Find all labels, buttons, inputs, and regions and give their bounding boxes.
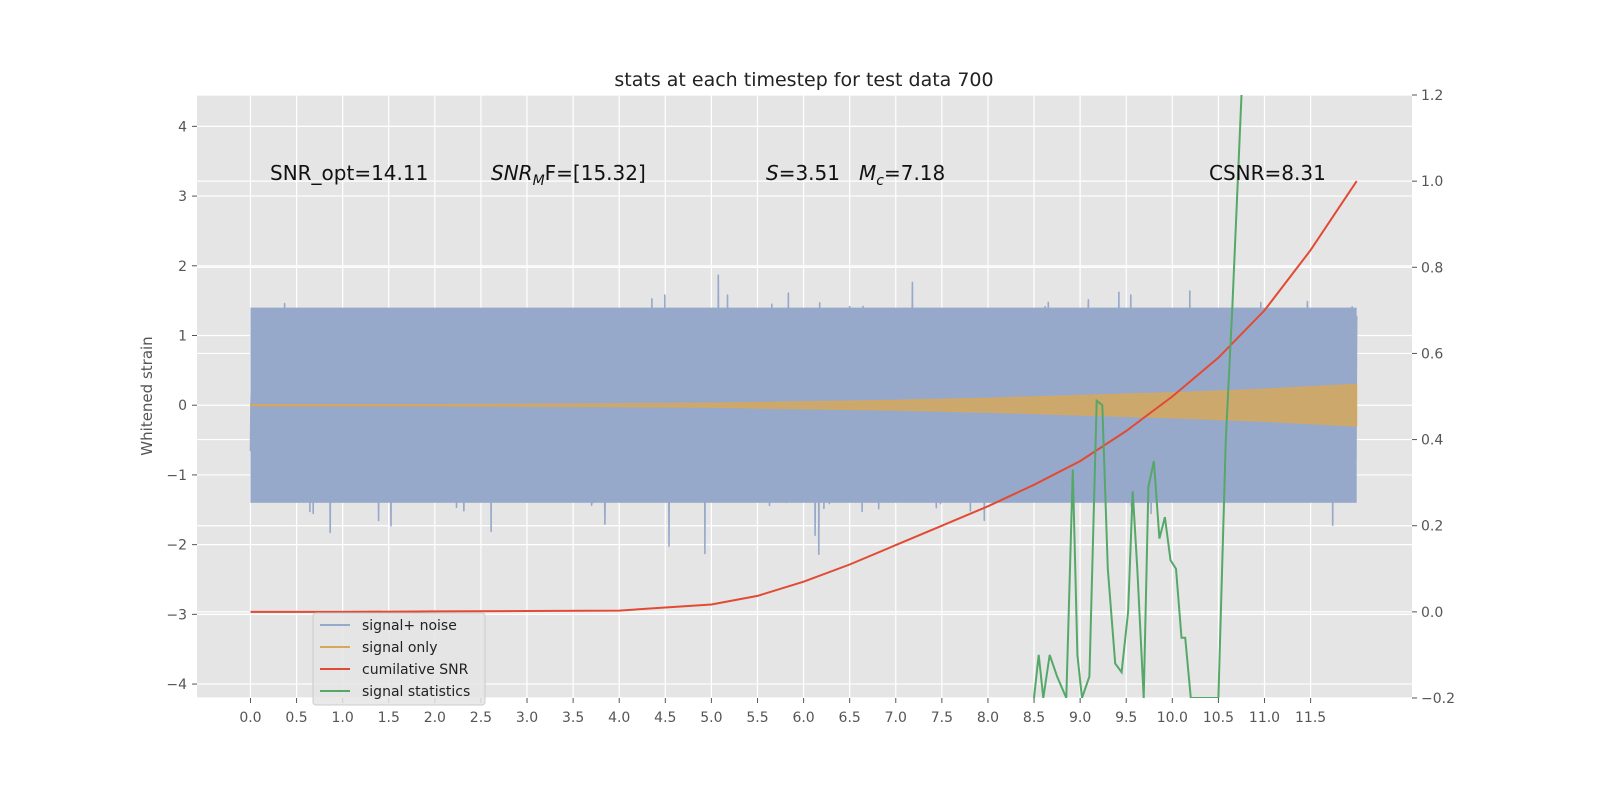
x-tick-label: 3.5 bbox=[562, 710, 584, 726]
annotation-snr-mf: SNRMF=[15.32] bbox=[491, 161, 646, 189]
annotation-s: S=3.51 bbox=[766, 161, 840, 185]
y-tick-label: −1 bbox=[166, 468, 187, 484]
annotation-s-symbol: S bbox=[766, 161, 779, 185]
x-tick-label: 6.0 bbox=[792, 710, 814, 726]
annotation-mc: Mc=7.18 bbox=[859, 161, 945, 189]
signal-statistics-series bbox=[1033, 95, 1243, 698]
legend-label-signal-only: signal only bbox=[362, 640, 437, 656]
x-tick-label: 0.5 bbox=[285, 710, 307, 726]
x-tick-label: 1.0 bbox=[332, 710, 354, 726]
series-layer bbox=[249, 95, 1358, 698]
signal-only-band bbox=[250, 383, 1358, 427]
x-tick-label: 0.0 bbox=[239, 710, 261, 726]
x-tick-label: 4.5 bbox=[654, 710, 676, 726]
x-tick-label: 8.5 bbox=[1023, 710, 1045, 726]
legend: signal+ noise signal only cumilative SNR… bbox=[312, 612, 486, 706]
x-axis: 0.0 0.5 1.0 1.5 2.0 2.5 3.0 3.5 4.0 4.5 5.0 5.5 6.0 6… bbox=[239, 698, 1326, 726]
y-tick-label: 2 bbox=[178, 259, 187, 275]
y-axis: 4 3 2 1 0 −1 −2 −3 −4 bbox=[166, 119, 197, 693]
y-tick-label: 1 bbox=[178, 329, 187, 345]
annotation-s-value: =3.51 bbox=[779, 161, 840, 185]
y2-tick-label: 1.0 bbox=[1421, 174, 1443, 190]
y2-tick-label: 0.0 bbox=[1421, 605, 1443, 621]
y2-axis: 1.2 1.0 0.8 0.6 0.4 0.2 0.0 −0.2 bbox=[1412, 88, 1455, 707]
y-axis-label: Whitened strain bbox=[138, 336, 156, 455]
legend-label-cumulative-snr: cumilative SNR bbox=[362, 662, 469, 678]
y-tick-label: −4 bbox=[166, 677, 187, 693]
annotation-mc-value: =7.18 bbox=[884, 161, 945, 185]
x-tick-label: 7.0 bbox=[885, 710, 907, 726]
x-tick-label: 6.5 bbox=[839, 710, 861, 726]
legend-label-signal-statistics: signal statistics bbox=[362, 684, 470, 700]
x-tick-label: 10.0 bbox=[1157, 710, 1188, 726]
y2-tick-label: 0.6 bbox=[1421, 346, 1443, 362]
y2-tick-label: 0.4 bbox=[1421, 433, 1443, 449]
annotation-snr-mf-sub: M bbox=[533, 173, 545, 189]
y2-tick-label: 0.2 bbox=[1421, 519, 1443, 535]
x-tick-label: 1.5 bbox=[378, 710, 400, 726]
x-tick-label: 5.5 bbox=[746, 710, 768, 726]
x-tick-label: 10.5 bbox=[1203, 710, 1234, 726]
annotation-snr-mf-base: SNR bbox=[491, 161, 533, 185]
y2-tick-label: −0.2 bbox=[1421, 691, 1455, 707]
x-tick-label: 11.5 bbox=[1295, 710, 1326, 726]
signal-noise-line bbox=[249, 274, 1358, 555]
annotation-snr-opt: SNR_opt=14.11 bbox=[270, 161, 428, 185]
signal-statistics-line bbox=[1033, 95, 1243, 698]
legend-label-signal-noise: signal+ noise bbox=[362, 618, 457, 634]
y-tick-label: 0 bbox=[178, 398, 187, 414]
y-tick-label: 4 bbox=[178, 119, 187, 135]
x-tick-label: 11.0 bbox=[1249, 710, 1280, 726]
x-tick-label: 5.0 bbox=[700, 710, 722, 726]
y-tick-label: 3 bbox=[178, 189, 187, 205]
cumulative-snr-series bbox=[250, 180, 1358, 613]
annotation-mc-sub: c bbox=[876, 173, 884, 189]
y2-tick-label: 0.8 bbox=[1421, 260, 1443, 276]
annotation-csnr: CSNR=8.31 bbox=[1209, 161, 1326, 185]
chart-title: stats at each timestep for test data 700 bbox=[614, 69, 993, 91]
x-tick-label: 2.5 bbox=[470, 710, 492, 726]
y-tick-label: −3 bbox=[166, 607, 187, 623]
signal-only-series bbox=[250, 383, 1358, 427]
y2-tick-label: 1.2 bbox=[1421, 88, 1443, 104]
cumulative-snr-line bbox=[250, 180, 1358, 613]
x-tick-label: 9.0 bbox=[1069, 710, 1091, 726]
x-tick-label: 3.0 bbox=[516, 710, 538, 726]
x-tick-label: 7.5 bbox=[931, 710, 953, 726]
x-tick-label: 2.0 bbox=[424, 710, 446, 726]
x-tick-label: 9.5 bbox=[1115, 710, 1137, 726]
annotation-mc-symbol: M bbox=[859, 161, 876, 185]
annotation-snr-mf-tail: F=[15.32] bbox=[545, 161, 646, 185]
x-tick-label: 8.0 bbox=[977, 710, 999, 726]
legend-box bbox=[312, 612, 486, 706]
y-tick-label: −2 bbox=[166, 538, 187, 554]
x-tick-label: 4.0 bbox=[608, 710, 630, 726]
